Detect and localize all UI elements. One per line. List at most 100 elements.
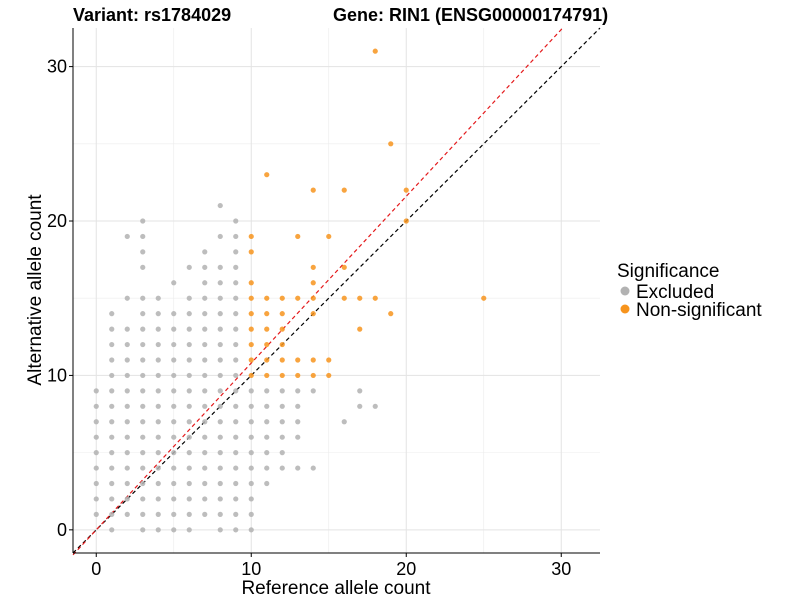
point-excluded <box>109 341 115 348</box>
point-excluded <box>186 496 192 502</box>
point-non-significant <box>341 187 347 193</box>
point-excluded <box>155 465 161 471</box>
point-excluded <box>155 372 161 379</box>
point-non-significant <box>264 341 270 348</box>
point-excluded <box>217 419 223 425</box>
point-excluded <box>186 357 192 363</box>
point-non-significant <box>248 341 254 348</box>
legend: Significance Excluded Non-significant <box>617 261 762 321</box>
point-non-significant <box>372 48 378 54</box>
x-tick-label: 10 <box>241 559 261 579</box>
point-excluded <box>217 233 223 240</box>
point-excluded <box>140 388 146 394</box>
point-excluded <box>140 496 146 502</box>
point-excluded <box>217 295 223 301</box>
point-excluded <box>295 465 301 471</box>
point-excluded <box>202 280 208 286</box>
point-excluded <box>155 419 161 425</box>
point-excluded <box>233 372 239 379</box>
point-non-significant <box>326 357 332 363</box>
point-non-significant <box>264 172 270 178</box>
point-excluded <box>109 403 115 409</box>
point-non-significant <box>357 295 363 301</box>
point-excluded <box>217 388 223 394</box>
point-excluded <box>233 280 239 286</box>
point-excluded <box>124 295 130 301</box>
point-non-significant <box>279 295 285 301</box>
point-excluded <box>233 465 239 471</box>
point-excluded <box>124 450 130 456</box>
point-excluded <box>233 357 239 363</box>
point-excluded <box>93 419 99 425</box>
point-excluded <box>186 419 192 425</box>
point-excluded <box>140 480 146 487</box>
point-non-significant <box>310 372 316 379</box>
point-excluded <box>233 480 239 487</box>
y-tick-label: 20 <box>47 211 67 231</box>
point-excluded <box>357 388 363 394</box>
point-excluded <box>217 202 223 209</box>
point-excluded <box>233 511 239 517</box>
point-excluded <box>186 527 192 533</box>
point-excluded <box>109 465 115 471</box>
point-excluded <box>248 465 254 471</box>
point-excluded <box>171 357 177 363</box>
point-non-significant <box>264 326 270 332</box>
reference-line-identity <box>72 27 601 554</box>
point-excluded <box>233 233 239 240</box>
point-excluded <box>264 465 270 471</box>
point-excluded <box>279 434 285 440</box>
point-excluded <box>171 403 177 409</box>
point-non-significant <box>264 372 270 379</box>
point-excluded <box>140 249 146 255</box>
point-excluded <box>109 496 115 502</box>
point-excluded <box>279 465 285 471</box>
x-axis-title: Reference allele count <box>241 578 431 599</box>
point-excluded <box>140 233 146 240</box>
point-excluded <box>202 465 208 471</box>
point-excluded <box>202 511 208 517</box>
point-excluded <box>295 403 301 409</box>
legend-title: Significance <box>617 261 719 282</box>
point-excluded <box>264 450 270 456</box>
point-excluded <box>186 341 192 348</box>
point-excluded <box>109 434 115 440</box>
point-excluded <box>217 450 223 456</box>
point-excluded <box>202 480 208 487</box>
point-excluded <box>155 357 161 363</box>
point-excluded <box>186 450 192 456</box>
point-excluded <box>140 511 146 517</box>
point-excluded <box>233 218 239 224</box>
point-excluded <box>295 434 301 440</box>
point-excluded <box>248 403 254 409</box>
point-excluded <box>279 450 285 456</box>
point-excluded <box>171 419 177 425</box>
point-non-significant <box>403 187 409 193</box>
point-non-significant <box>341 264 347 270</box>
point-excluded <box>295 388 301 394</box>
point-excluded <box>186 480 192 487</box>
point-excluded <box>186 326 192 332</box>
point-excluded <box>140 357 146 363</box>
y-tick-label: 10 <box>47 365 67 385</box>
point-excluded <box>140 434 146 440</box>
point-excluded <box>233 249 239 255</box>
point-excluded <box>124 480 130 487</box>
point-excluded <box>124 403 130 409</box>
point-excluded <box>140 403 146 409</box>
point-excluded <box>295 419 301 425</box>
point-excluded <box>202 419 208 425</box>
point-excluded <box>233 326 239 332</box>
point-excluded <box>155 480 161 487</box>
point-excluded <box>93 480 99 487</box>
point-excluded <box>202 450 208 456</box>
point-excluded <box>171 341 177 348</box>
point-excluded <box>155 311 161 317</box>
point-non-significant <box>326 233 332 240</box>
point-non-significant <box>310 357 316 363</box>
point-non-significant <box>310 187 316 193</box>
point-excluded <box>217 527 223 533</box>
point-excluded <box>93 450 99 456</box>
legend-label-non-significant: Non-significant <box>636 300 762 321</box>
